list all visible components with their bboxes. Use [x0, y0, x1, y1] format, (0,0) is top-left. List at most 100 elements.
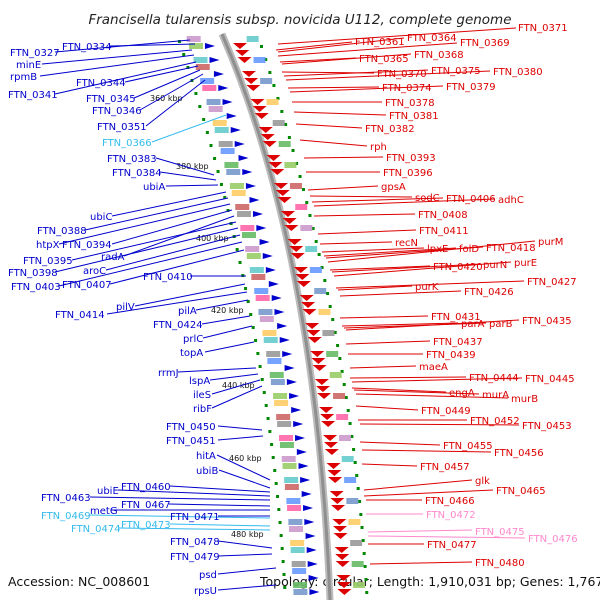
gene-label[interactable]: recN — [395, 238, 418, 249]
gene-label[interactable]: FTN_0476 — [528, 534, 578, 545]
gene-label[interactable]: FTN_0410 — [143, 272, 193, 283]
gene-label[interactable]: FTN_0460 — [121, 482, 171, 493]
gene-label[interactable]: FTN_0437 — [433, 337, 483, 348]
gene-label[interactable]: purN — [483, 260, 507, 271]
gene-label[interactable]: FTN_0426 — [464, 287, 514, 298]
gene-label[interactable]: FTN_0453 — [522, 421, 572, 432]
gene-label[interactable]: FTN_0396 — [383, 168, 433, 179]
gene-label[interactable]: FTN_0449 — [421, 406, 471, 417]
gene-label[interactable]: lspA — [189, 376, 210, 387]
gene-label[interactable]: FTN_0369 — [460, 38, 510, 49]
gene-label[interactable]: FTN_0472 — [426, 510, 476, 521]
gene-label[interactable]: topA — [180, 348, 203, 359]
gene-label[interactable]: aroC — [83, 266, 106, 277]
gene-label[interactable]: prlC — [183, 334, 203, 345]
gene-label[interactable]: FTN_0414 — [55, 310, 105, 321]
gene-label[interactable]: FTN_0403 — [11, 282, 61, 293]
gene-label[interactable]: FTN_0407 — [62, 280, 112, 291]
gene-label[interactable]: FTN_0395 — [23, 256, 73, 267]
gene-label[interactable]: FTN_0364 — [407, 33, 457, 44]
gene-label[interactable]: FTN_0368 — [414, 50, 464, 61]
gene-label[interactable]: FTN_0450 — [166, 422, 216, 433]
gene-label[interactable]: FTN_0456 — [494, 448, 544, 459]
gene-label[interactable]: rrmJ — [158, 368, 179, 379]
gene-label[interactable]: folD — [459, 244, 479, 255]
gene-label[interactable]: hitA — [196, 451, 216, 462]
gene-label[interactable]: radA — [101, 252, 125, 263]
gene-label[interactable]: FTN_0351 — [97, 122, 147, 133]
gene-label[interactable]: FTN_0451 — [166, 436, 216, 447]
gene-label[interactable]: FTN_0346 — [92, 106, 142, 117]
gene-label[interactable]: FTN_0452 — [470, 416, 520, 427]
gene-label[interactable]: FTN_0439 — [426, 350, 476, 361]
gene-label[interactable]: FTN_0418 — [486, 243, 536, 254]
gene-label[interactable]: ubiE — [97, 486, 119, 497]
gene-label[interactable]: FTN_0466 — [425, 496, 475, 507]
gene-label[interactable]: FTN_0384 — [112, 168, 162, 179]
gene-label[interactable]: psd — [199, 570, 217, 581]
gene-label[interactable]: FTN_0420 — [433, 262, 483, 273]
gene-label[interactable]: FTN_0431 — [431, 312, 481, 323]
gene-label[interactable]: pilA — [178, 306, 197, 317]
gene-label[interactable]: FTN_0361 — [355, 37, 405, 48]
gene-label[interactable]: FTN_0341 — [8, 90, 58, 101]
gene-label[interactable]: FTN_0380 — [493, 67, 543, 78]
gene-label[interactable]: FTN_0344 — [76, 78, 126, 89]
gene-label[interactable]: FTN_0375 — [431, 66, 481, 77]
gene-label[interactable]: FTN_0469 — [41, 511, 91, 522]
gene-label[interactable]: FTN_0327 — [10, 48, 60, 59]
gene-label[interactable]: FTN_0473 — [121, 520, 171, 531]
gene-label[interactable]: FTN_0477 — [427, 540, 477, 551]
gene-label[interactable]: FTN_0424 — [153, 320, 203, 331]
gene-label[interactable]: FTN_0398 — [8, 268, 58, 279]
gene-label[interactable]: FTN_0471 — [170, 512, 220, 523]
gene-label[interactable]: FTN_0383 — [107, 154, 157, 165]
gene-label[interactable]: gpsA — [381, 182, 406, 193]
gene-label[interactable]: FTN_0381 — [389, 111, 439, 122]
gene-label[interactable]: FTN_0374 — [382, 83, 432, 94]
gene-label[interactable]: FTN_0463 — [41, 493, 91, 504]
gene-label[interactable]: minE — [16, 60, 41, 71]
gene-label[interactable]: pilV — [116, 302, 135, 313]
gene-label[interactable]: rpmB — [10, 72, 37, 83]
gene-label[interactable]: FTN_0478 — [170, 537, 220, 548]
gene-label[interactable]: parA — [461, 319, 485, 330]
gene-label[interactable]: FTN_0480 — [475, 558, 525, 569]
gene-label[interactable]: ribF — [193, 404, 212, 415]
gene-label[interactable]: FTN_0379 — [446, 82, 496, 93]
gene-label[interactable]: FTN_0408 — [418, 210, 468, 221]
gene-label[interactable]: FTN_0427 — [527, 277, 577, 288]
gene-label[interactable]: maeA — [419, 362, 448, 373]
gene-label[interactable]: FTN_0465 — [496, 486, 546, 497]
gene-label[interactable]: FTN_0365 — [359, 54, 409, 65]
gene-label[interactable]: glk — [475, 476, 490, 487]
gene-label[interactable]: FTN_0467 — [121, 500, 171, 511]
gene-label[interactable]: murA — [482, 390, 509, 401]
gene-label[interactable]: FTN_0393 — [386, 153, 436, 164]
gene-label[interactable]: murB — [511, 394, 538, 405]
gene-label[interactable]: parB — [489, 319, 513, 330]
gene-label[interactable]: FTN_0366 — [102, 138, 152, 149]
gene-label[interactable]: FTN_0475 — [475, 527, 525, 538]
gene-label[interactable]: ubiC — [90, 212, 112, 223]
gene-label[interactable]: ubiA — [143, 182, 165, 193]
gene-label[interactable]: rpsU — [194, 586, 217, 597]
gene-label[interactable]: FTN_0382 — [365, 124, 415, 135]
gene-label[interactable]: FTN_0455 — [443, 441, 493, 452]
gene-label[interactable]: FTN_0457 — [420, 462, 470, 473]
gene-label[interactable]: purK — [415, 282, 439, 293]
gene-label[interactable]: FTN_0345 — [86, 94, 136, 105]
gene-label[interactable]: purM — [538, 237, 563, 248]
gene-label[interactable]: metG — [90, 506, 118, 517]
gene-label[interactable]: ileS — [193, 390, 211, 401]
gene-label[interactable]: FTN_0435 — [522, 316, 572, 327]
gene-label[interactable]: FTN_0371 — [518, 23, 568, 34]
gene-label[interactable]: FTN_0479 — [170, 552, 220, 563]
gene-label[interactable]: FTN_0378 — [385, 98, 435, 109]
gene-label[interactable]: adhC — [498, 195, 524, 206]
gene-label[interactable]: FTN_0411 — [419, 226, 469, 237]
gene-label[interactable]: FTN_0445 — [525, 374, 575, 385]
gene-label[interactable]: purE — [514, 258, 537, 269]
gene-label[interactable]: FTN_0334 — [62, 42, 112, 53]
gene-label[interactable]: ubiB — [196, 466, 218, 477]
